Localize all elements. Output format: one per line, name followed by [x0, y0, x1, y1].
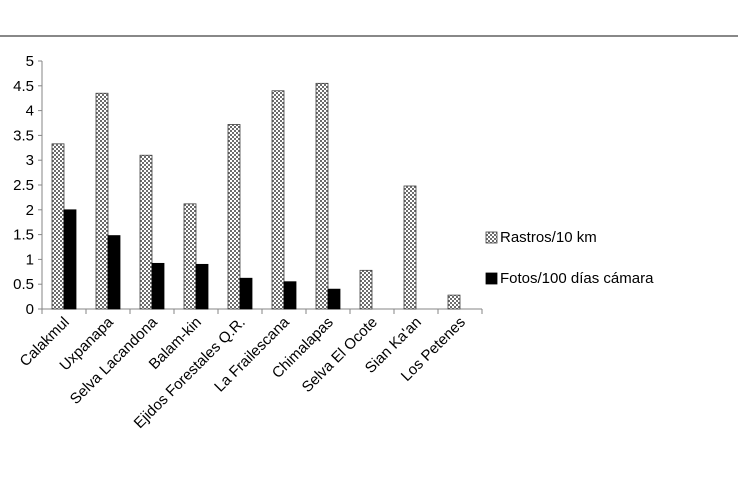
x-tick-label: La Frailescana	[211, 313, 293, 395]
bar-rastros-7	[359, 269, 373, 310]
y-tick-label: 0.5	[13, 276, 34, 293]
legend-swatch-1	[485, 272, 498, 285]
bar-rastros-0	[51, 143, 65, 310]
y-tick-label: 4.5	[13, 78, 34, 95]
y-tick-label: 1	[26, 251, 34, 268]
bars	[51, 82, 461, 310]
bar-fotos-6	[327, 288, 341, 310]
y-tick-label: 2	[26, 202, 34, 219]
bar-rastros-6	[315, 82, 329, 310]
bar-rastros-4	[227, 124, 241, 310]
bar-rastros-3	[183, 203, 197, 310]
y-tick-label: 5	[26, 53, 34, 70]
y-tick-label: 2.5	[13, 177, 34, 194]
y-tick-label: 3.5	[13, 127, 34, 144]
bar-rastros-1	[95, 92, 109, 310]
y-tick-label: 0	[26, 301, 34, 318]
legend: Rastros/10 km Fotos/100 días cámara	[485, 229, 654, 287]
bar-rastros-8	[403, 185, 417, 310]
y-tick-label: 1.5	[13, 227, 34, 244]
bar-fotos-2	[151, 262, 165, 310]
bar-fotos-5	[283, 281, 297, 310]
bar-fotos-4	[239, 277, 253, 310]
legend-swatch-0	[485, 231, 498, 244]
x-tick-label: Selva El Ocote	[299, 314, 381, 396]
y-tick-label: 4	[26, 103, 34, 120]
y-tick-label: 3	[26, 152, 34, 169]
bar-fotos-0	[63, 209, 77, 310]
bar-fotos-1	[107, 235, 121, 310]
bar-rastros-5	[271, 90, 285, 310]
bar-rastros-2	[139, 154, 153, 310]
legend-label-1: Fotos/100 días cámara	[500, 270, 654, 287]
legend-label-0: Rastros/10 km	[500, 229, 597, 246]
bar-rastros-9	[447, 294, 461, 310]
bar-fotos-3	[195, 263, 209, 310]
